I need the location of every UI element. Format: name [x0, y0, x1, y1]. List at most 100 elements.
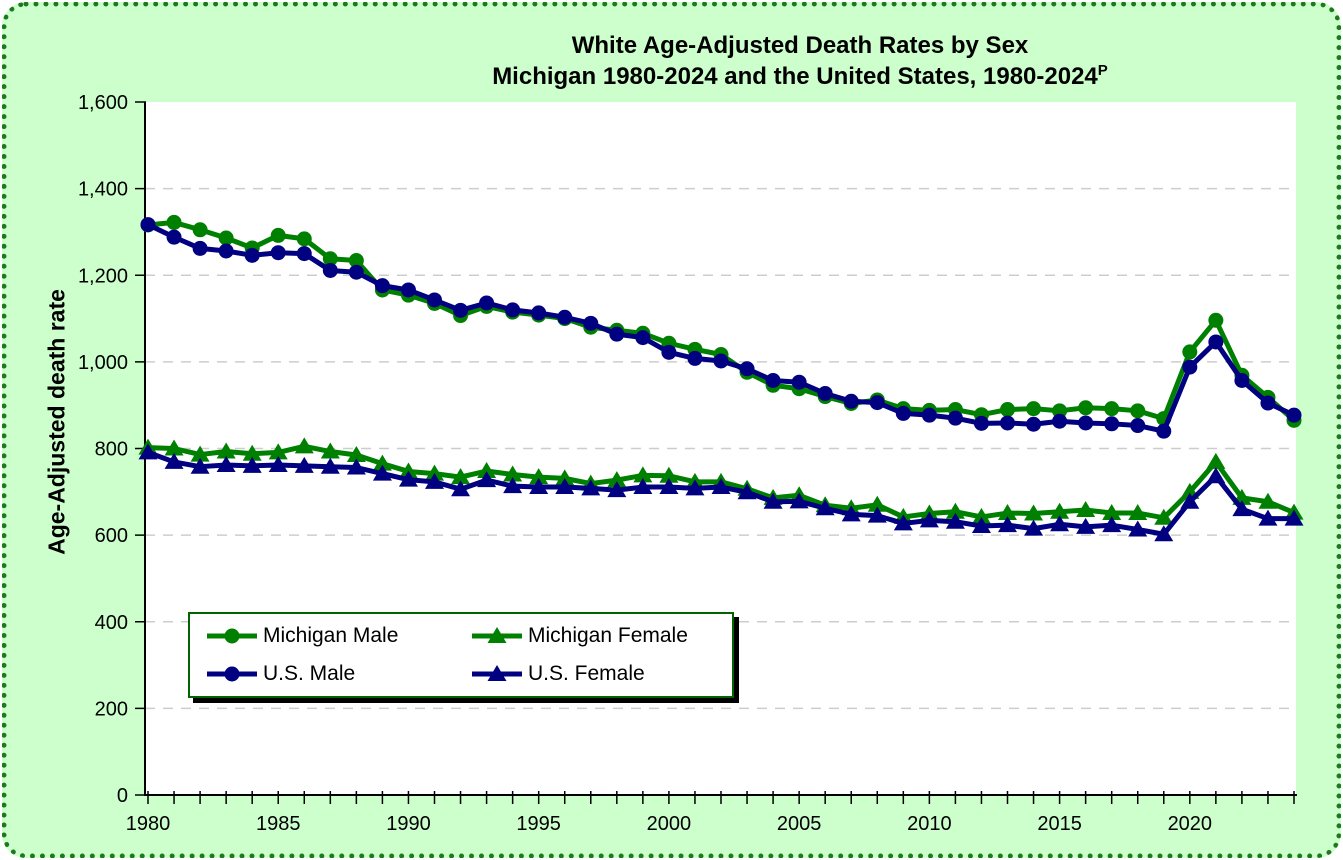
michigan-female-marker-icon [472, 627, 522, 643]
data-point-circle [973, 415, 989, 431]
data-point-triangle [945, 502, 965, 519]
data-point-circle [1260, 395, 1276, 411]
y-tick-label: 800 [95, 439, 128, 461]
data-point-triangle [477, 462, 497, 479]
data-point-circle [1026, 401, 1042, 417]
series-u-s-male [140, 217, 1302, 439]
legend-item-us-male: U.S. Male [206, 662, 471, 686]
data-point-triangle [268, 443, 288, 460]
data-point-triangle [998, 504, 1017, 521]
legend-label: Michigan Male [263, 624, 399, 647]
data-point-circle [400, 282, 416, 298]
us-female-marker-icon [472, 665, 522, 681]
y-tick-label: 200 [95, 698, 128, 720]
series-u-s-female [138, 443, 1304, 542]
data-point-circle [427, 292, 442, 308]
data-point-circle [1000, 402, 1015, 418]
data-point-circle [1026, 416, 1042, 432]
data-point-circle [687, 350, 703, 366]
data-point-circle [1234, 372, 1250, 388]
data-point-triangle [945, 512, 965, 529]
x-tick-label: 2015 [1037, 813, 1082, 835]
data-point-triangle [1154, 525, 1174, 542]
data-point-triangle [971, 507, 991, 524]
legend-label: Michigan Female [528, 624, 688, 647]
data-point-triangle [919, 511, 939, 528]
data-point-circle [1130, 418, 1146, 434]
x-tick-label: 2010 [907, 813, 952, 835]
data-point-triangle [607, 481, 627, 498]
y-tick-label: 1,400 [78, 179, 128, 201]
data-point-circle [1182, 344, 1198, 360]
data-point-circle [661, 344, 677, 360]
data-point-circle [192, 222, 208, 238]
x-tick-label: 2005 [777, 813, 822, 835]
data-point-triangle [581, 479, 601, 496]
data-point-triangle [346, 445, 366, 462]
data-point-circle [947, 410, 963, 426]
x-tick-label: 1995 [516, 813, 561, 835]
data-point-circle [140, 217, 156, 233]
us-male-marker-icon [207, 666, 257, 682]
legend-item-michigan-male: Michigan Male [206, 624, 471, 648]
y-tick-label: 1,000 [78, 352, 128, 374]
data-point-triangle [685, 479, 705, 496]
data-point-triangle [555, 469, 575, 486]
data-point-circle [1000, 415, 1015, 431]
data-point-triangle [216, 455, 236, 472]
data-point-triangle [529, 468, 549, 485]
data-point-triangle [659, 466, 679, 483]
legend-box: Michigan Male Michigan Female U.S. Male … [188, 612, 734, 698]
data-point-triangle [503, 477, 523, 494]
data-point-circle [895, 405, 911, 421]
data-point-circle [296, 246, 312, 262]
michigan-male-marker-icon [207, 628, 257, 644]
data-point-triangle [425, 472, 444, 489]
data-point-circle [1104, 401, 1120, 417]
data-point-triangle [1232, 500, 1252, 517]
data-point-circle [1104, 416, 1120, 432]
data-point-triangle [1128, 504, 1148, 521]
data-point-circle [244, 247, 260, 263]
provisional-superscript: P [1097, 62, 1108, 79]
data-point-circle [374, 278, 390, 294]
data-point-circle [1052, 413, 1068, 429]
data-point-triangle [164, 452, 184, 469]
chart-title-line1: White Age-Adjusted Death Rates by Sex [571, 32, 1029, 59]
data-point-triangle [815, 499, 835, 516]
data-point-triangle [555, 478, 575, 495]
data-point-circle [765, 372, 781, 388]
data-point-circle [348, 253, 364, 269]
data-point-triangle [789, 492, 809, 509]
chart-title: White Age-Adjusted Death Rates by Sex Mi… [280, 30, 1320, 92]
data-point-triangle [503, 465, 523, 482]
data-point-triangle [998, 516, 1017, 533]
y-tick-label: 1,600 [78, 92, 128, 114]
data-point-triangle [1206, 452, 1226, 469]
data-point-triangle [477, 471, 497, 488]
data-point-triangle [138, 443, 158, 460]
data-point-triangle [1258, 509, 1278, 526]
data-point-triangle [320, 442, 340, 459]
data-point-triangle [372, 464, 392, 481]
data-point-triangle [711, 478, 731, 495]
data-point-triangle [1180, 492, 1200, 509]
data-point-circle [609, 326, 625, 342]
data-point-circle [1208, 334, 1224, 350]
data-point-triangle [841, 505, 861, 522]
data-point-triangle [737, 483, 757, 500]
data-point-triangle [487, 665, 507, 681]
x-tick-label: 2020 [1168, 813, 1213, 835]
data-point-circle [557, 309, 573, 325]
data-point-triangle [216, 442, 236, 459]
data-point-circle [869, 395, 885, 411]
data-point-triangle [1258, 492, 1278, 509]
data-point-triangle [529, 478, 549, 495]
data-point-circle [1052, 403, 1068, 419]
data-point-triangle [1024, 504, 1044, 521]
data-point-triangle [867, 495, 887, 512]
data-point-triangle [893, 514, 913, 531]
data-point-circle [1156, 423, 1172, 439]
data-point-triangle [268, 455, 288, 472]
